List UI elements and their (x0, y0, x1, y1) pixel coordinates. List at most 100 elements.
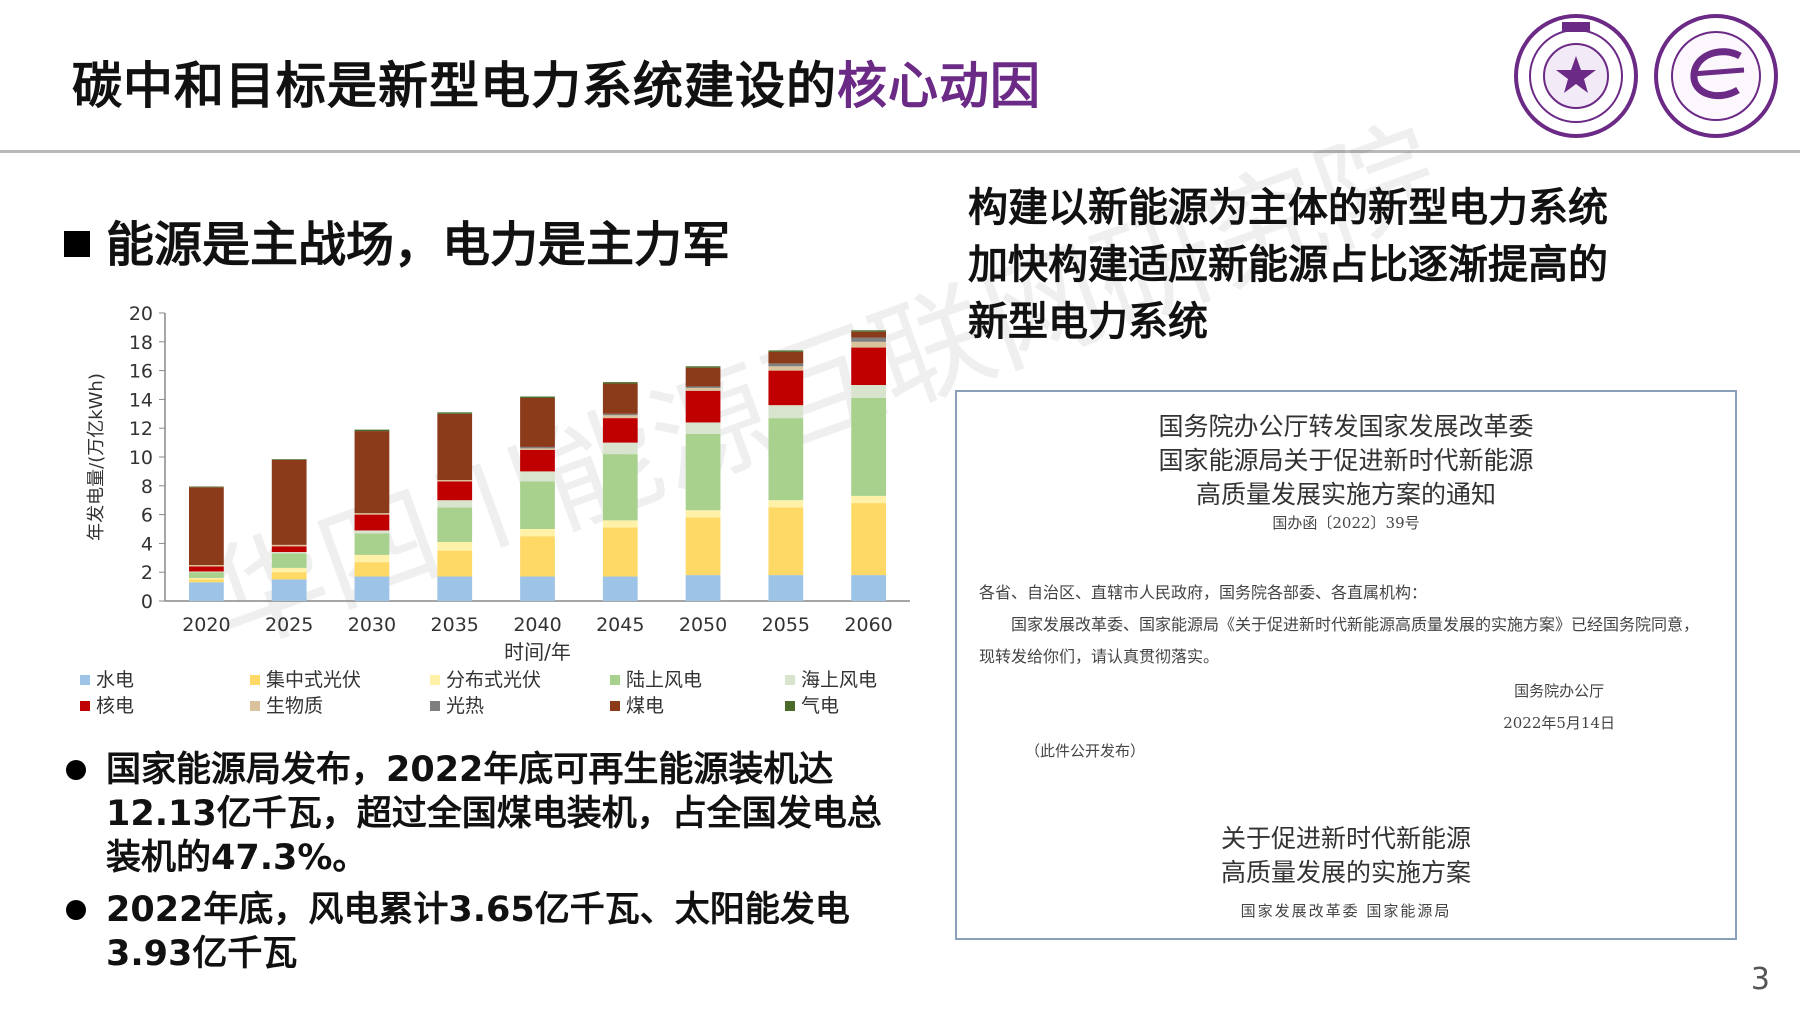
bar-segment (189, 566, 224, 572)
policy-notice-image: 国务院办公厅转发国家发展改革委 国家能源局关于促进新时代新能源 高质量发展实施方… (955, 390, 1737, 940)
notice-signer: 国务院办公厅 (1514, 682, 1605, 700)
bar-segment (768, 350, 804, 352)
bar-segment (851, 331, 886, 338)
legend-swatch (610, 675, 620, 685)
bar-segment (437, 412, 473, 414)
notice-subtitle-line: 关于促进新时代新能源 (1220, 824, 1471, 853)
legend-label: 集中式光伏 (266, 669, 361, 691)
legend-label: 气电 (801, 695, 839, 715)
legend-swatch (250, 701, 260, 711)
bar-segment (851, 330, 886, 332)
legend-label: 生物质 (266, 695, 323, 715)
bar-segment (520, 446, 555, 449)
notice-subtitle: 关于促进新时代新能源 高质量发展的实施方案 (957, 822, 1735, 890)
y-tick-label: 6 (141, 505, 153, 527)
legend-swatch (430, 675, 440, 685)
legend-label: 陆上风电 (626, 669, 702, 691)
electrical-dept-seal-logo (1654, 14, 1778, 138)
bar-segment (851, 503, 886, 576)
x-tick-label: 2025 (265, 614, 313, 636)
bar-segment (189, 577, 224, 580)
right-heading: 构建以新能源为主体的新型电力系统 加快构建适应新能源占比逐渐提高的 新型电力系统 (968, 180, 1708, 351)
bar-segment (520, 529, 555, 537)
right-heading-line: 构建以新能源为主体的新型电力系统 (968, 185, 1608, 231)
bar-segment (685, 422, 721, 434)
bar-segment (851, 495, 886, 504)
notice-issuer: 国家发展改革委 国家能源局 (1240, 902, 1452, 920)
left-heading-text: 能源是主战场，电力是主力军 (106, 217, 731, 273)
bar-segment (768, 575, 804, 601)
bar-segment (354, 562, 390, 577)
bar-segment (271, 579, 307, 601)
legend-label: 分布式光伏 (446, 669, 541, 691)
bar-segment (768, 507, 804, 576)
bar-segment (768, 363, 804, 367)
bar-segment (768, 351, 804, 364)
notice-doc-number: 国办函〔2022〕39号 (1272, 514, 1420, 532)
x-tick-label: 2030 (348, 614, 396, 636)
legend-swatch (80, 675, 90, 685)
tsinghua-seal-logo (1514, 14, 1638, 138)
bar-segment (685, 367, 721, 387)
bar-segment (768, 405, 804, 419)
bar-segment (437, 507, 473, 542)
notice-recipients: 各省、自治区、直辖市人民政府，国务院各部委、各直属机构： (979, 583, 1428, 602)
x-tick-label: 2050 (679, 614, 727, 636)
bullet-item: 2022年底，风电累计3.65亿千瓦、太阳能发电3.93亿千瓦 (62, 888, 912, 976)
bar-segment (602, 527, 638, 577)
x-tick-label: 2060 (844, 614, 892, 636)
bullet-text: 国家能源局发布，2022年底可再生能源装机达12.13亿千瓦，超过全国煤电装机，… (106, 750, 882, 878)
bar-segment (685, 517, 721, 576)
legend-label: 煤电 (626, 695, 664, 715)
bar-segment (520, 471, 555, 482)
notice-title-line: 高质量发展实施方案的通知 (1195, 480, 1496, 509)
bar-segment (520, 536, 555, 577)
bar-segment (271, 546, 307, 553)
y-tick-label: 0 (141, 591, 153, 613)
legend-swatch (785, 701, 795, 711)
x-tick-label: 2040 (513, 614, 561, 636)
generation-stacked-bar-chart: 0 2 4 6 8 10 12 14 16 18 20 年发电量/(万亿kWh) 2020 2025 203… (80, 303, 910, 715)
slide-title-highlight: 核心动因 (837, 57, 1041, 115)
bar-segment (602, 413, 638, 416)
bar-segment (271, 459, 307, 460)
square-bullet-icon (64, 231, 90, 257)
bar-segment (354, 530, 390, 534)
bar-segment (602, 383, 638, 414)
x-tick-label: 2020 (182, 614, 230, 636)
bar-segment (271, 552, 307, 554)
x-tick-label: 2035 (431, 614, 479, 636)
bar-segment (354, 429, 390, 432)
bullet-list: 国家能源局发布，2022年底可再生能源装机达12.13亿千瓦，超过全国煤电装机，… (62, 748, 912, 984)
bar-segment (685, 387, 721, 391)
bar-segment (189, 487, 224, 565)
title-divider (0, 150, 1800, 153)
bar-segment (271, 567, 307, 573)
notice-body: 各省、自治区、直辖市人民政府，国务院各部委、各直属机构： 国家发展改革委、国家能… (979, 577, 1714, 673)
bar-segment (271, 553, 307, 568)
x-axis-label: 时间/年 (504, 640, 571, 664)
bullet-text: 2022年底，风电累计3.65亿千瓦、太阳能发电3.93亿千瓦 (106, 890, 850, 974)
bar-segment (437, 550, 473, 577)
legend-label: 海上风电 (801, 669, 877, 691)
y-axis-label: 年发电量/(万亿kWh) (86, 373, 107, 541)
bar-segment (602, 454, 638, 521)
bar-segment (768, 366, 804, 371)
bar-segment (602, 415, 638, 419)
bar-segment (271, 544, 307, 547)
bar-segment (851, 337, 886, 342)
notice-public-note: （此件公开发布） (1025, 742, 1146, 760)
legend-swatch (430, 701, 440, 711)
legend-label: 水电 (96, 669, 134, 691)
bar-segment (768, 370, 804, 406)
x-tick-label: 2055 (762, 614, 810, 636)
notice-title: 国务院办公厅转发国家发展改革委 国家能源局关于促进新时代新能源 高质量发展实施方… (957, 410, 1735, 512)
bar-segment (851, 575, 886, 601)
y-tick-label: 16 (129, 361, 153, 383)
bar-segment (685, 575, 721, 601)
notice-date: 2022年5月14日 (1503, 714, 1615, 732)
y-tick-label: 14 (129, 389, 153, 411)
bar-segment (768, 418, 804, 501)
legend-swatch (785, 675, 795, 685)
bar-segment (520, 396, 555, 398)
